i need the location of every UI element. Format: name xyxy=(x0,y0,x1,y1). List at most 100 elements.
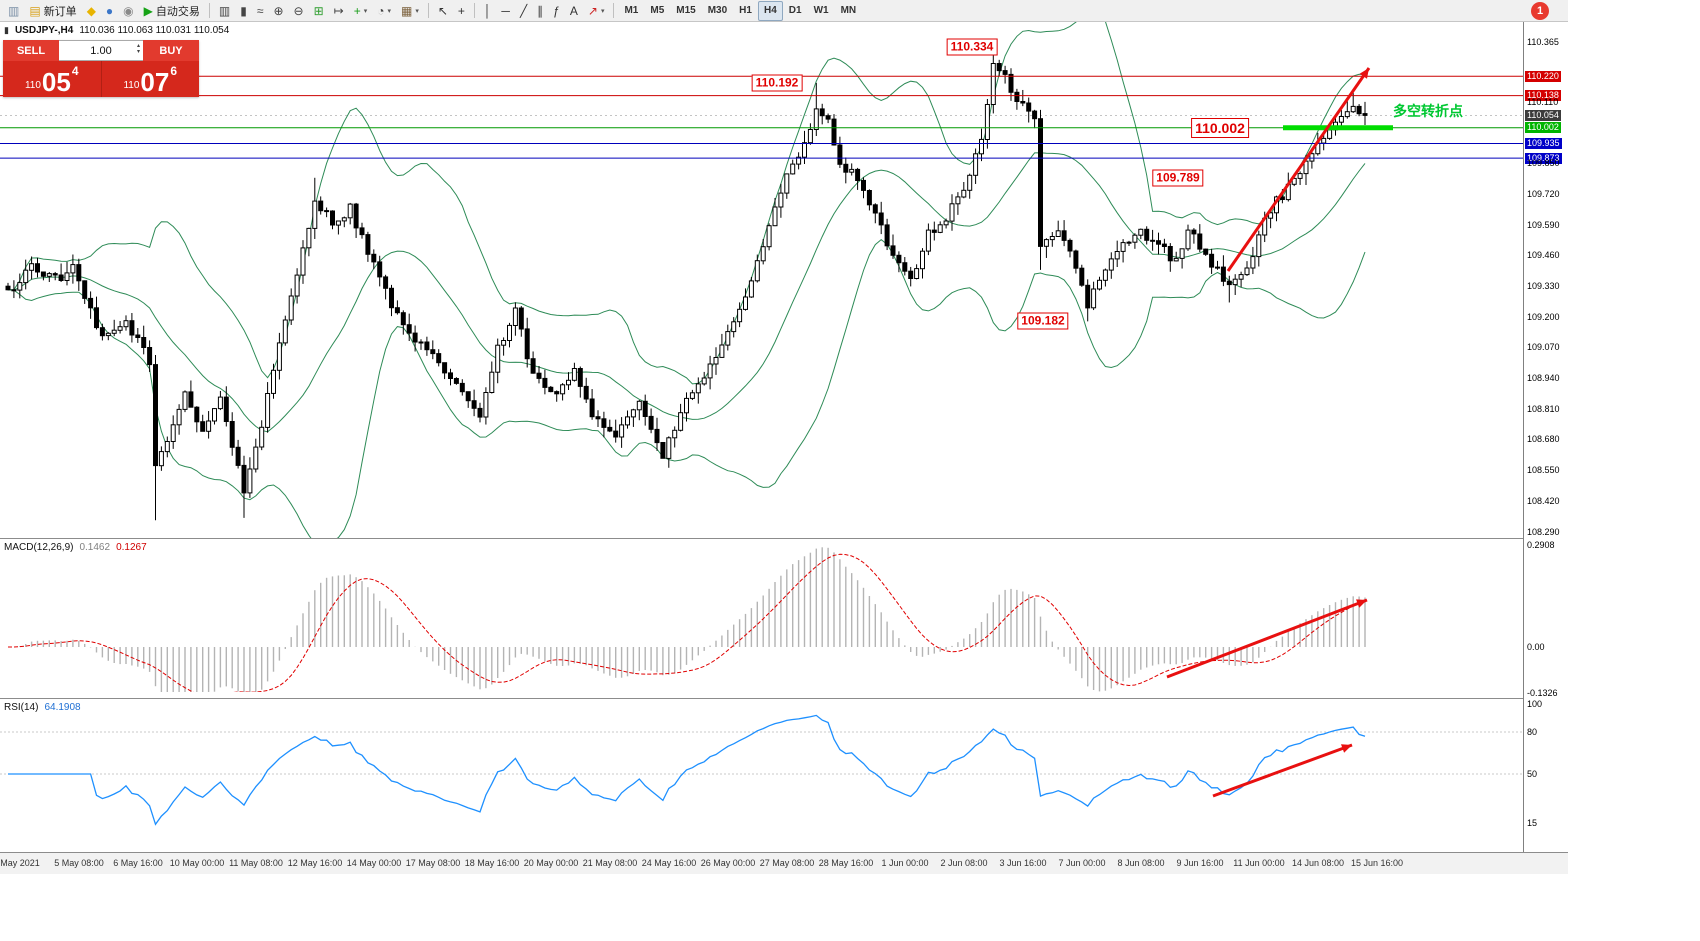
autotrading-button[interactable]: ▶ 自动交易 xyxy=(139,1,205,21)
macd-signal-value: 0.1267 xyxy=(116,542,147,553)
panel-separator[interactable] xyxy=(0,538,1568,539)
chart-area[interactable]: 110.365 110.220 110.138 110.110 110.054 110.0… xyxy=(0,22,1569,874)
crosshair-tool-button[interactable]: + xyxy=(453,1,470,21)
bar-chart-mode-button[interactable]: ▥ xyxy=(214,1,235,21)
panel-separator[interactable] xyxy=(0,698,1568,699)
macd-axis-label: 0.00 xyxy=(1527,641,1545,652)
trendline-tool-button[interactable]: ╱ xyxy=(515,1,532,21)
time-axis-label: 11 Jun 00:00 xyxy=(1233,858,1285,868)
symbol-ohlc-values: 110.036 110.063 110.031 110.054 xyxy=(79,25,230,36)
buy-button[interactable]: BUY xyxy=(143,40,199,61)
tile-windows-button-icon: ⊞ xyxy=(313,3,324,18)
zoom-in-button[interactable]: ⊕ xyxy=(268,1,288,21)
volume-input[interactable]: 1.00 ▴ ▾ xyxy=(59,40,143,61)
new-order-button[interactable]: ▤ 新订单 xyxy=(24,1,81,21)
channel-tool-button[interactable]: ∥ xyxy=(532,1,548,21)
volume-down-button[interactable]: ▾ xyxy=(136,49,140,55)
chart-type-icon: ▮ xyxy=(4,25,9,35)
buy-price-big: 07 xyxy=(140,67,170,97)
price-axis-label: 109.460 xyxy=(1527,250,1560,261)
candlestick-mode-button[interactable]: ▮ xyxy=(235,1,252,21)
bar-chart-mode-button-icon: ▥ xyxy=(218,3,231,18)
templates-button-caret-icon: ▾ xyxy=(415,7,419,15)
vertical-line-tool-button[interactable]: │ xyxy=(479,1,497,21)
rsi-name: RSI(14) xyxy=(4,702,39,713)
price-axis-label: 110.220 xyxy=(1525,70,1561,82)
zoom-in-button-icon: ⊕ xyxy=(273,3,284,18)
volume-up-button[interactable]: ▴ xyxy=(136,43,140,49)
mql5-market-icon[interactable]: ◆ xyxy=(82,1,101,21)
text-tool-button[interactable]: A xyxy=(565,1,583,21)
fibonacci-tool-button-icon: ƒ xyxy=(553,3,560,18)
time-axis-label: 10 May 00:00 xyxy=(169,858,225,868)
timeframe-m5[interactable]: M5 xyxy=(650,5,665,16)
timeframe-h1[interactable]: H1 xyxy=(739,5,752,16)
autotrading-button-label: 自动交易 xyxy=(155,5,200,18)
sell-price[interactable]: 110 05 4 xyxy=(3,61,102,97)
price-axis-label: 109.070 xyxy=(1527,342,1560,353)
time-axis-label: 27 May 08:00 xyxy=(759,858,815,868)
sell-price-big: 05 xyxy=(41,67,71,97)
price-axis-label: 108.550 xyxy=(1527,465,1560,476)
indicators-button-icon: + xyxy=(353,3,361,18)
price-axis-label: 110.002 xyxy=(1525,122,1561,134)
time-axis-label: 26 May 00:00 xyxy=(700,858,756,868)
arrows-tool-button[interactable]: ↗ ▾ xyxy=(583,1,610,21)
notification-badge[interactable]: 1 xyxy=(1531,2,1549,20)
macd-axis-label: -0.1326 xyxy=(1527,687,1558,698)
timeframe-mn[interactable]: MN xyxy=(840,5,857,16)
cursor-tool-button[interactable]: ↖ xyxy=(433,1,453,21)
time-axis-label: 2 Jun 08:00 xyxy=(940,858,988,868)
search-public-icon-icon: ◉ xyxy=(123,3,134,18)
line-chart-mode-button[interactable]: ≈ xyxy=(252,1,269,21)
mql5-market-icon-icon: ◆ xyxy=(86,3,96,18)
tile-windows-button[interactable]: ⊞ xyxy=(309,1,329,21)
time-axis-label: 17 May 08:00 xyxy=(405,858,461,868)
price-axis-label: 109.590 xyxy=(1527,219,1560,230)
window-icon[interactable]: ▥ xyxy=(3,1,24,21)
timeframe-m15[interactable]: M15 xyxy=(676,5,696,16)
rsi-panel[interactable] xyxy=(0,700,1523,850)
time-axis-label: 15 Jun 16:00 xyxy=(1350,858,1404,868)
timeframe-w1[interactable]: W1 xyxy=(813,5,829,16)
timeframe-m30[interactable]: M30 xyxy=(707,5,728,16)
community-icon-icon: ● xyxy=(105,3,114,18)
macd-panel[interactable] xyxy=(0,540,1523,692)
price-axis[interactable]: 110.365 110.220 110.138 110.110 110.054 110.0… xyxy=(1523,22,1569,852)
macd-axis-label: 0.2908 xyxy=(1527,539,1555,550)
toolbar-separator xyxy=(613,3,615,18)
templates-button[interactable]: ▦ ▾ xyxy=(396,1,424,21)
search-public-icon[interactable]: ◉ xyxy=(118,1,138,21)
rsi-value: 64.1908 xyxy=(44,702,81,713)
timeframe-d1[interactable]: D1 xyxy=(788,5,802,16)
timeframe-m1[interactable]: M1 xyxy=(624,5,639,16)
macd-label: MACD(12,26,9) 0.1462 0.1267 xyxy=(4,542,147,553)
sell-price-pipette: 4 xyxy=(71,64,79,78)
price-chart[interactable] xyxy=(0,22,1523,538)
price-axis-label: 110.365 xyxy=(1527,36,1559,47)
symbol-name: USDJPY-,H4 xyxy=(14,25,74,36)
new-order-button-label: 新订单 xyxy=(43,5,77,18)
macd-name: MACD(12,26,9) xyxy=(4,542,74,553)
timeframe-h4[interactable]: H4 xyxy=(757,0,783,21)
time-axis-label: 20 May 00:00 xyxy=(523,858,579,868)
fibonacci-tool-button[interactable]: ƒ xyxy=(548,1,565,21)
autotrading-button-icon: ▶ xyxy=(143,3,153,18)
sell-button[interactable]: SELL xyxy=(3,40,59,61)
time-axis-label: 18 May 16:00 xyxy=(464,858,520,868)
zoom-out-button[interactable]: ⊖ xyxy=(289,1,309,21)
horizontal-line-tool-button[interactable]: ─ xyxy=(496,1,515,21)
community-icon[interactable]: ● xyxy=(101,1,118,21)
candlestick-mode-button-icon: ▮ xyxy=(240,3,247,18)
periods-button[interactable]: ◔ ▾ xyxy=(372,1,396,21)
channel-tool-button-icon: ∥ xyxy=(537,3,544,18)
rsi-axis-label: 80 xyxy=(1527,726,1538,737)
price-axis-label: 109.850 xyxy=(1527,158,1560,169)
price-axis-label: 110.138 xyxy=(1525,90,1561,102)
indicators-button[interactable]: + ▾ xyxy=(349,1,373,21)
auto-scroll-button[interactable]: ↦ xyxy=(329,1,349,21)
new-order-button-icon: ▤ xyxy=(29,3,41,18)
buy-price[interactable]: 110 07 6 xyxy=(102,61,200,97)
time-axis[interactable]: May 2021 5 May 08:00 6 May 16:00 10 May 00:… xyxy=(0,852,1568,874)
